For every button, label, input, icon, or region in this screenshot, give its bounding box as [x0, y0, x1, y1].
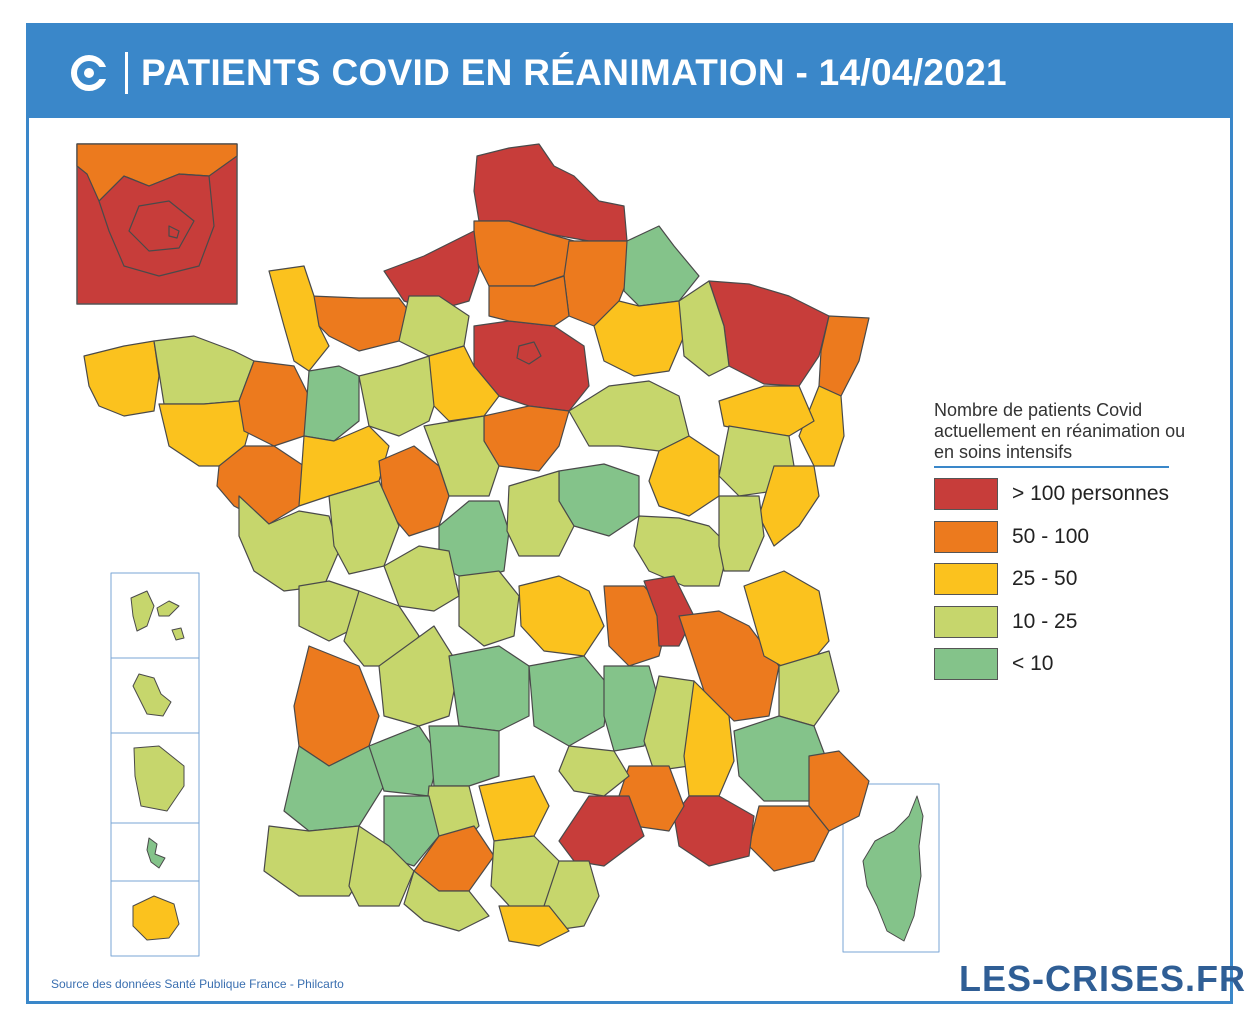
overseas-insets	[110, 572, 940, 957]
title-separator	[125, 52, 128, 94]
legend-label: 10 - 25	[1012, 610, 1078, 633]
legend-label: 50 - 100	[1012, 525, 1090, 548]
mainland-france	[83, 143, 870, 947]
legend-label: 25 - 50	[1012, 567, 1078, 590]
legend-divider	[934, 466, 1169, 468]
legend-swatch	[934, 563, 998, 595]
les-crises-c-logo-icon	[71, 55, 109, 91]
page-title: PATIENTS COVID EN RÉANIMATION - 14/04/20…	[141, 52, 1007, 93]
map-frame: PATIENTS COVID EN RÉANIMATION - 14/04/20…	[26, 23, 1245, 1004]
legend-swatch	[934, 648, 998, 680]
paris-inset	[76, 143, 238, 305]
data-source: Source des données Santé Publique France…	[51, 977, 344, 991]
title-bar: PATIENTS COVID EN RÉANIMATION - 14/04/20…	[29, 26, 1230, 118]
legend-swatch	[934, 521, 998, 553]
france-map	[76, 143, 940, 957]
legend-swatch	[934, 478, 998, 510]
legend-title: Nombre de patients Covid actuellement en…	[934, 400, 1186, 462]
legend-label: > 100 personnes	[1012, 482, 1170, 505]
brand-logo: LES-CRISES.FR	[959, 958, 1247, 999]
legend-label: < 10	[1012, 652, 1054, 675]
legend-swatch	[934, 606, 998, 638]
